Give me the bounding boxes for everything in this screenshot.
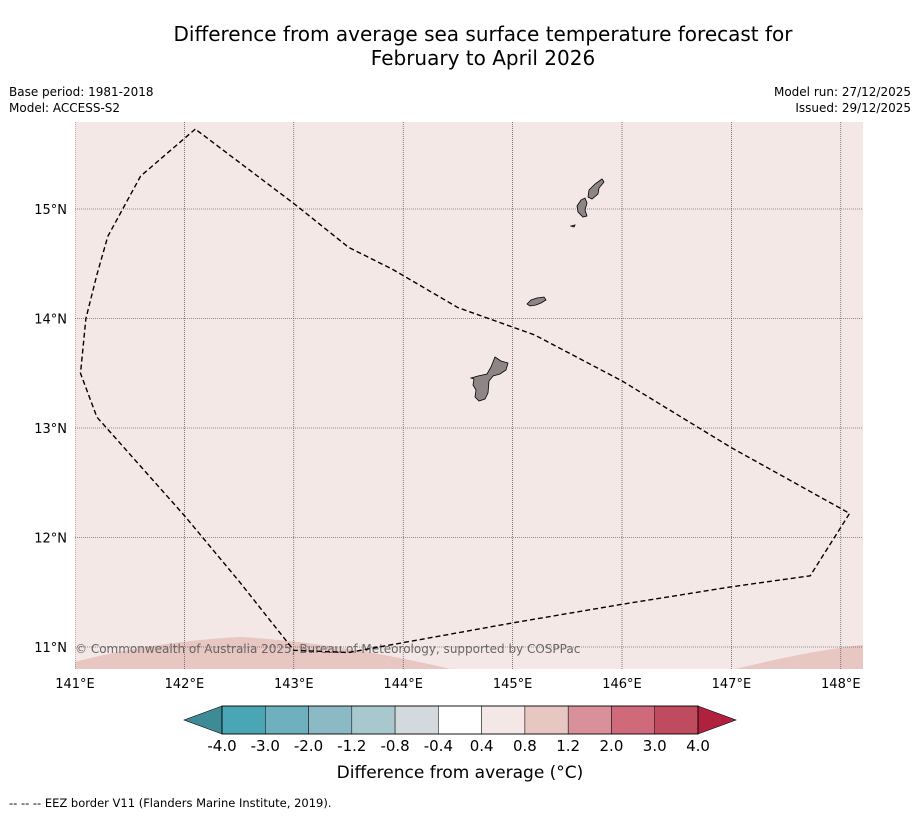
colorbar-title: Difference from average (°C)	[336, 763, 584, 783]
colorbar-box	[308, 705, 353, 735]
colorbar-tick-labels: -4.0 -3.0 -2.0 -1.2 -0.8 -0.4 0.4 0.8 1.2 2.0 3.0 4…	[207, 737, 710, 755]
meta-right: Model run: 27/12/2025 Issued: 29/12/2025	[774, 84, 911, 116]
colorbar-tick-label: -1.2	[337, 737, 366, 755]
gridlines	[75, 122, 863, 669]
base-period-text: Base period: 1981-2018	[9, 85, 154, 99]
colorbar-tick-label: -4.0	[207, 737, 236, 755]
lat-tick-label: 12°N	[34, 532, 67, 547]
colorbar-tick-label: -0.4	[424, 737, 453, 755]
colorbar-tick-label: 3.0	[643, 737, 667, 755]
colorbar-box	[221, 705, 266, 735]
warmer-anomaly-region-south-east	[735, 645, 863, 669]
colorbar-tick-label: 4.0	[686, 737, 710, 755]
colorbar-box	[438, 705, 482, 735]
colorbar-under-arrow	[183, 705, 223, 735]
model-run-text: Model run: 27/12/2025	[773, 85, 911, 99]
lon-tick-label: 141°E	[55, 677, 95, 692]
colorbar-tick-label: -2.0	[294, 737, 323, 755]
colorbar-box	[394, 705, 439, 735]
colorbar-over-arrow	[697, 705, 737, 735]
colorbar-tick-label: -3.0	[251, 737, 280, 755]
colorbar-tick-label: 0.8	[513, 737, 537, 755]
colorbar-tick-label: 0.4	[470, 737, 494, 755]
rota-island	[526, 296, 547, 307]
aguijan-islet	[569, 224, 576, 228]
colorbar-tick-label: -0.8	[380, 737, 409, 755]
colorbar-box	[524, 705, 569, 735]
lat-tick-label: 14°N	[34, 313, 67, 328]
eez-border-line	[79, 128, 851, 654]
colorbar-boxes	[221, 705, 699, 735]
lon-tick-label: 142°E	[165, 677, 205, 692]
lon-tick-label: 146°E	[602, 677, 642, 692]
colorbar-tick-label: 1.2	[556, 737, 580, 755]
lon-tick-label: 147°E	[712, 677, 752, 692]
colorbar-outline	[221, 705, 699, 735]
sea-background	[75, 122, 863, 669]
model-text: Model: ACCESS-S2	[9, 101, 121, 115]
meta-left: Base period: 1981-2018 Model: ACCESS-S2	[9, 84, 154, 116]
colorbar-box	[567, 705, 612, 735]
lat-tick-label: 11°N	[34, 641, 67, 656]
issued-text: Issued: 29/12/2025	[795, 101, 911, 115]
chart-title: Difference from average sea surface temp…	[0, 22, 919, 70]
colorbar-box	[481, 705, 526, 735]
warmer-anomaly-region-south-west	[75, 637, 450, 669]
colorbar-tick-label: 2.0	[600, 737, 624, 755]
lon-tick-label: 143°E	[274, 677, 314, 692]
tinian-island	[576, 197, 588, 218]
colorbar-box	[351, 705, 396, 735]
title-line-1: Difference from average sea surface temp…	[173, 22, 793, 46]
title-line-2: February to April 2026	[370, 46, 596, 70]
lon-tick-label: 144°E	[383, 677, 423, 692]
colorbar-box	[265, 705, 309, 735]
lat-tick-label: 15°N	[34, 203, 67, 218]
copyright-text: © Commonwealth of Australia 2025, Bureau…	[75, 642, 580, 656]
colorbar-box	[611, 705, 655, 735]
islands	[469, 178, 605, 402]
lat-tick-label: 13°N	[34, 422, 67, 437]
axis-labels: 141°E 142°E 143°E 144°E 145°E 146°E 147°E 148°E…	[34, 203, 860, 692]
lon-tick-label: 145°E	[493, 677, 533, 692]
lon-tick-label: 148°E	[821, 677, 861, 692]
colorbar-box	[654, 705, 699, 735]
saipan-island	[587, 178, 605, 200]
guam-island	[469, 356, 509, 402]
eez-legend-footnote: -- -- -- EEZ border V11 (Flanders Marine…	[9, 796, 332, 810]
colorbar: -4.0 -3.0 -2.0 -1.2 -0.8 -0.4 0.4 0.8 1.2 2.0 3.0 4…	[183, 705, 737, 755]
